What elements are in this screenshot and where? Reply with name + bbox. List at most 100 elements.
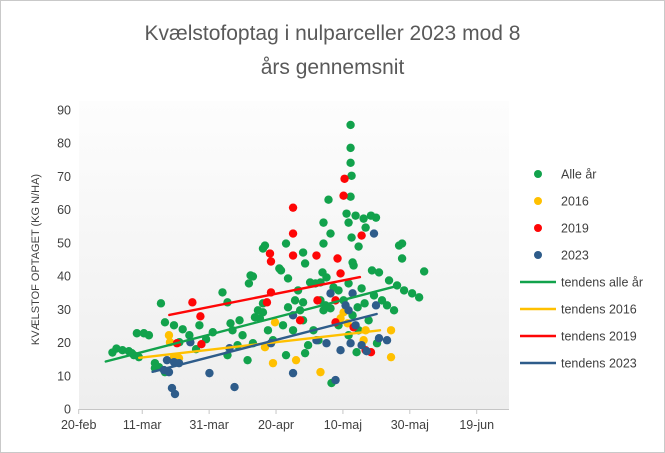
data-point-alle-år [278,321,288,330]
data-point-2023 [164,367,174,377]
data-point-alle-år [169,321,179,330]
legend-marker-2016 [534,197,542,205]
data-point-alle-år [326,304,335,313]
trend-line-tendens-2023 [151,312,378,373]
data-point-alle-år [118,345,127,355]
data-point-alle-år [384,276,394,285]
x-tick-label: 20-apr [258,418,294,432]
data-point-alle-år [263,326,273,335]
legend-label: Alle år [561,168,596,182]
data-point-alle-år [347,233,356,242]
data-point-alle-år [238,331,247,340]
data-point-alle-år [371,213,381,222]
x-tick-label: 11-mar [123,418,162,432]
data-point-2023 [344,306,353,315]
x-tick-label: 31-mar [189,418,229,432]
data-point-alle-år [359,214,368,223]
chart-title: Kvælstofoptag i nulparceller 2023 mod 8 … [1,17,664,85]
data-point-alle-år [281,350,291,360]
y-tick-label: 10 [57,369,71,383]
legend-label: 2019 [561,222,589,236]
data-point-2023 [230,382,239,392]
data-point-2019 [197,340,206,349]
y-axis-title: KVÆLSTOF OPTAGET (KG N/HA) [30,174,42,345]
data-point-2023 [374,334,384,343]
data-point-alle-år [144,331,154,340]
data-point-2016 [386,326,396,335]
data-point-alle-år [298,298,308,307]
data-point-2023 [336,345,345,355]
data-point-alle-år [298,248,308,257]
y-tick-label: 70 [57,170,71,184]
data-point-2023 [322,339,331,348]
data-point-2019 [339,191,348,200]
data-point-2019 [266,257,276,266]
data-point-alle-år [347,171,356,180]
data-point-2023 [362,346,371,356]
data-point-alle-år [414,293,424,302]
data-point-alle-år [288,326,298,335]
data-point-2019 [288,229,298,238]
data-point-2019 [340,174,349,183]
data-point-alle-år [218,288,227,297]
data-point-alle-år [354,242,363,251]
y-tick-label: 90 [57,104,71,118]
data-point-2019 [288,251,298,260]
data-point-alle-år [344,279,353,288]
y-tick-label: 20 [57,336,71,350]
data-point-alle-år [303,341,313,350]
data-point-alle-år [364,316,373,325]
data-point-2023 [369,229,379,238]
data-point-alle-år [319,218,328,227]
data-point-alle-år [132,329,142,338]
data-point-alle-år [324,195,333,204]
data-point-alle-år [326,229,335,238]
data-point-2016 [164,331,174,340]
data-point-alle-år [243,355,252,365]
data-point-2019 [262,298,272,307]
data-point-2019 [196,312,205,321]
data-point-alle-år [283,274,293,283]
data-point-alle-år [178,325,187,334]
data-point-2019 [357,231,366,240]
y-tick-label: 0 [64,403,71,417]
data-point-alle-år [260,241,270,250]
data-point-2019 [295,316,305,325]
data-point-2019 [188,298,197,307]
trend-line-tendens-alle-år [104,284,398,363]
data-point-alle-år [397,254,407,263]
data-point-alle-år [367,266,377,275]
legend-label: tendens 2023 [561,357,637,371]
data-point-alle-år [407,289,417,298]
legend-label: tendens alle år [561,276,643,290]
legend-label: 2016 [561,195,589,209]
data-point-alle-år [342,209,351,218]
x-tick-label: 10-maj [324,418,362,432]
data-point-alle-år [382,301,392,310]
data-point-alle-år [290,296,300,305]
data-point-2023 [382,336,392,345]
data-point-2016 [316,367,325,377]
data-point-alle-år [352,347,361,357]
data-point-alle-år [322,273,331,282]
data-point-2023 [348,289,357,298]
data-point-2019 [313,296,322,305]
data-point-2023 [357,341,366,350]
data-point-2016 [270,318,280,327]
legend-label: tendens 2019 [561,330,637,344]
data-point-2019 [336,269,345,278]
data-point-alle-år [281,239,291,248]
y-tick-label: 60 [57,203,71,217]
data-point-alle-år [226,319,235,328]
data-point-2023 [326,289,335,298]
data-point-2016 [268,358,278,368]
data-point-2019 [333,254,342,263]
data-point-alle-år [319,239,328,248]
data-point-2023 [162,355,172,365]
data-point-2023 [346,339,355,348]
data-point-alle-år [389,306,399,315]
data-point-2019 [312,251,321,260]
data-point-alle-år [360,299,369,308]
